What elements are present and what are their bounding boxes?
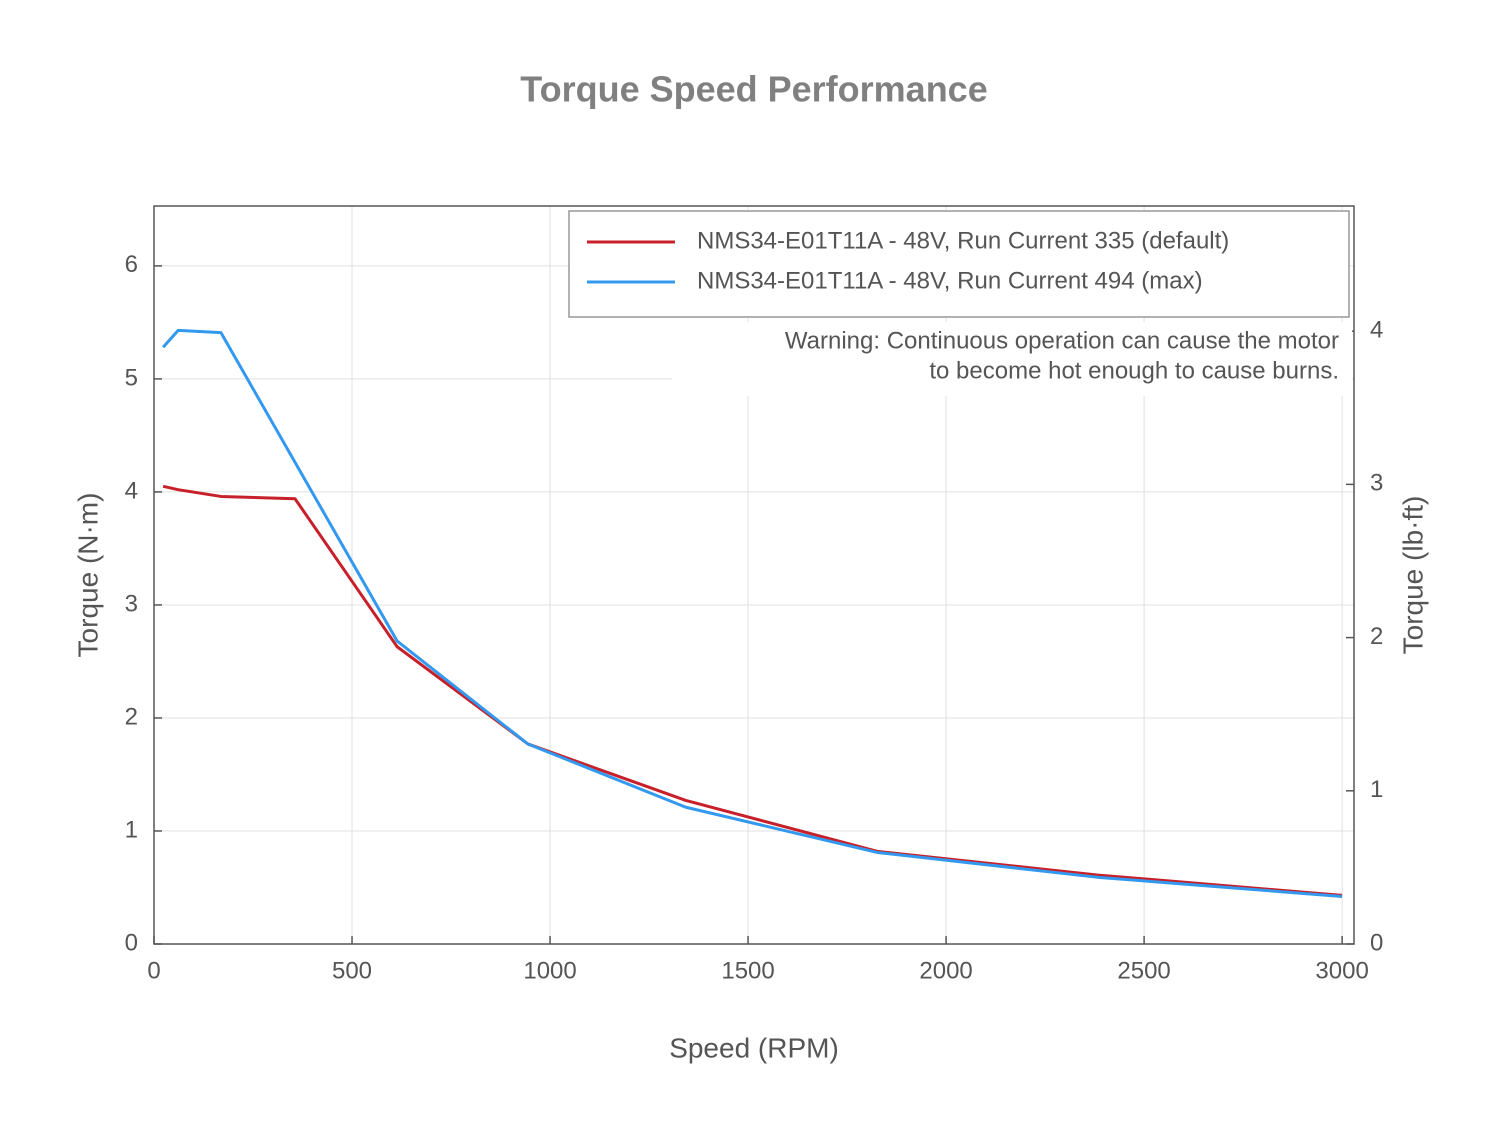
- lines: [161, 328, 1343, 899]
- y-tick-label: 2: [125, 703, 138, 730]
- series-line: [161, 328, 1343, 899]
- y-tick-label: 1: [125, 816, 138, 843]
- legend-label: NMS34-E01T11A - 48V, Run Current 494 (ma…: [697, 267, 1203, 294]
- y-tick-label: 6: [125, 251, 138, 278]
- legend-label: NMS34-E01T11A - 48V, Run Current 335 (de…: [697, 227, 1229, 254]
- x-tick-label: 0: [147, 957, 160, 984]
- y2-tick-label: 4: [1370, 317, 1383, 344]
- series-line: [162, 484, 1343, 897]
- x-tick-label: 500: [332, 957, 372, 984]
- y2-tick-label: 1: [1370, 776, 1383, 803]
- x-tick-label: 1500: [721, 957, 774, 984]
- y-tick-label: 5: [125, 364, 138, 391]
- y2-tick-label: 3: [1370, 470, 1383, 497]
- y2-tick-label: 0: [1370, 929, 1383, 956]
- legend-box: [568, 210, 1350, 318]
- y-tick-label: 3: [125, 590, 138, 617]
- y2-axis-label: Torque (lb·ft): [1397, 496, 1428, 655]
- chart-title: Torque Speed Performance: [520, 69, 987, 110]
- y-tick-label: 0: [125, 929, 138, 956]
- plot-frame: [153, 205, 1355, 945]
- x-axis-label: Speed (RPM): [669, 1032, 839, 1063]
- x-tick-label: 3000: [1315, 957, 1368, 984]
- annotation: to become hot enough to cause burns.: [929, 357, 1339, 384]
- annotation: Warning: Continuous operation can cause …: [785, 327, 1339, 354]
- y-tick-label: 4: [125, 477, 138, 504]
- y-axis-label: Torque (N·m): [72, 493, 103, 658]
- annotation-bg: [672, 322, 1352, 396]
- y2-tick-label: 2: [1370, 623, 1383, 650]
- overlay: Warning: Continuous operation can cause …: [153, 210, 1354, 945]
- x-tick-label: 2500: [1117, 957, 1170, 984]
- x-tick-label: 1000: [523, 957, 576, 984]
- x-tick-label: 2000: [919, 957, 972, 984]
